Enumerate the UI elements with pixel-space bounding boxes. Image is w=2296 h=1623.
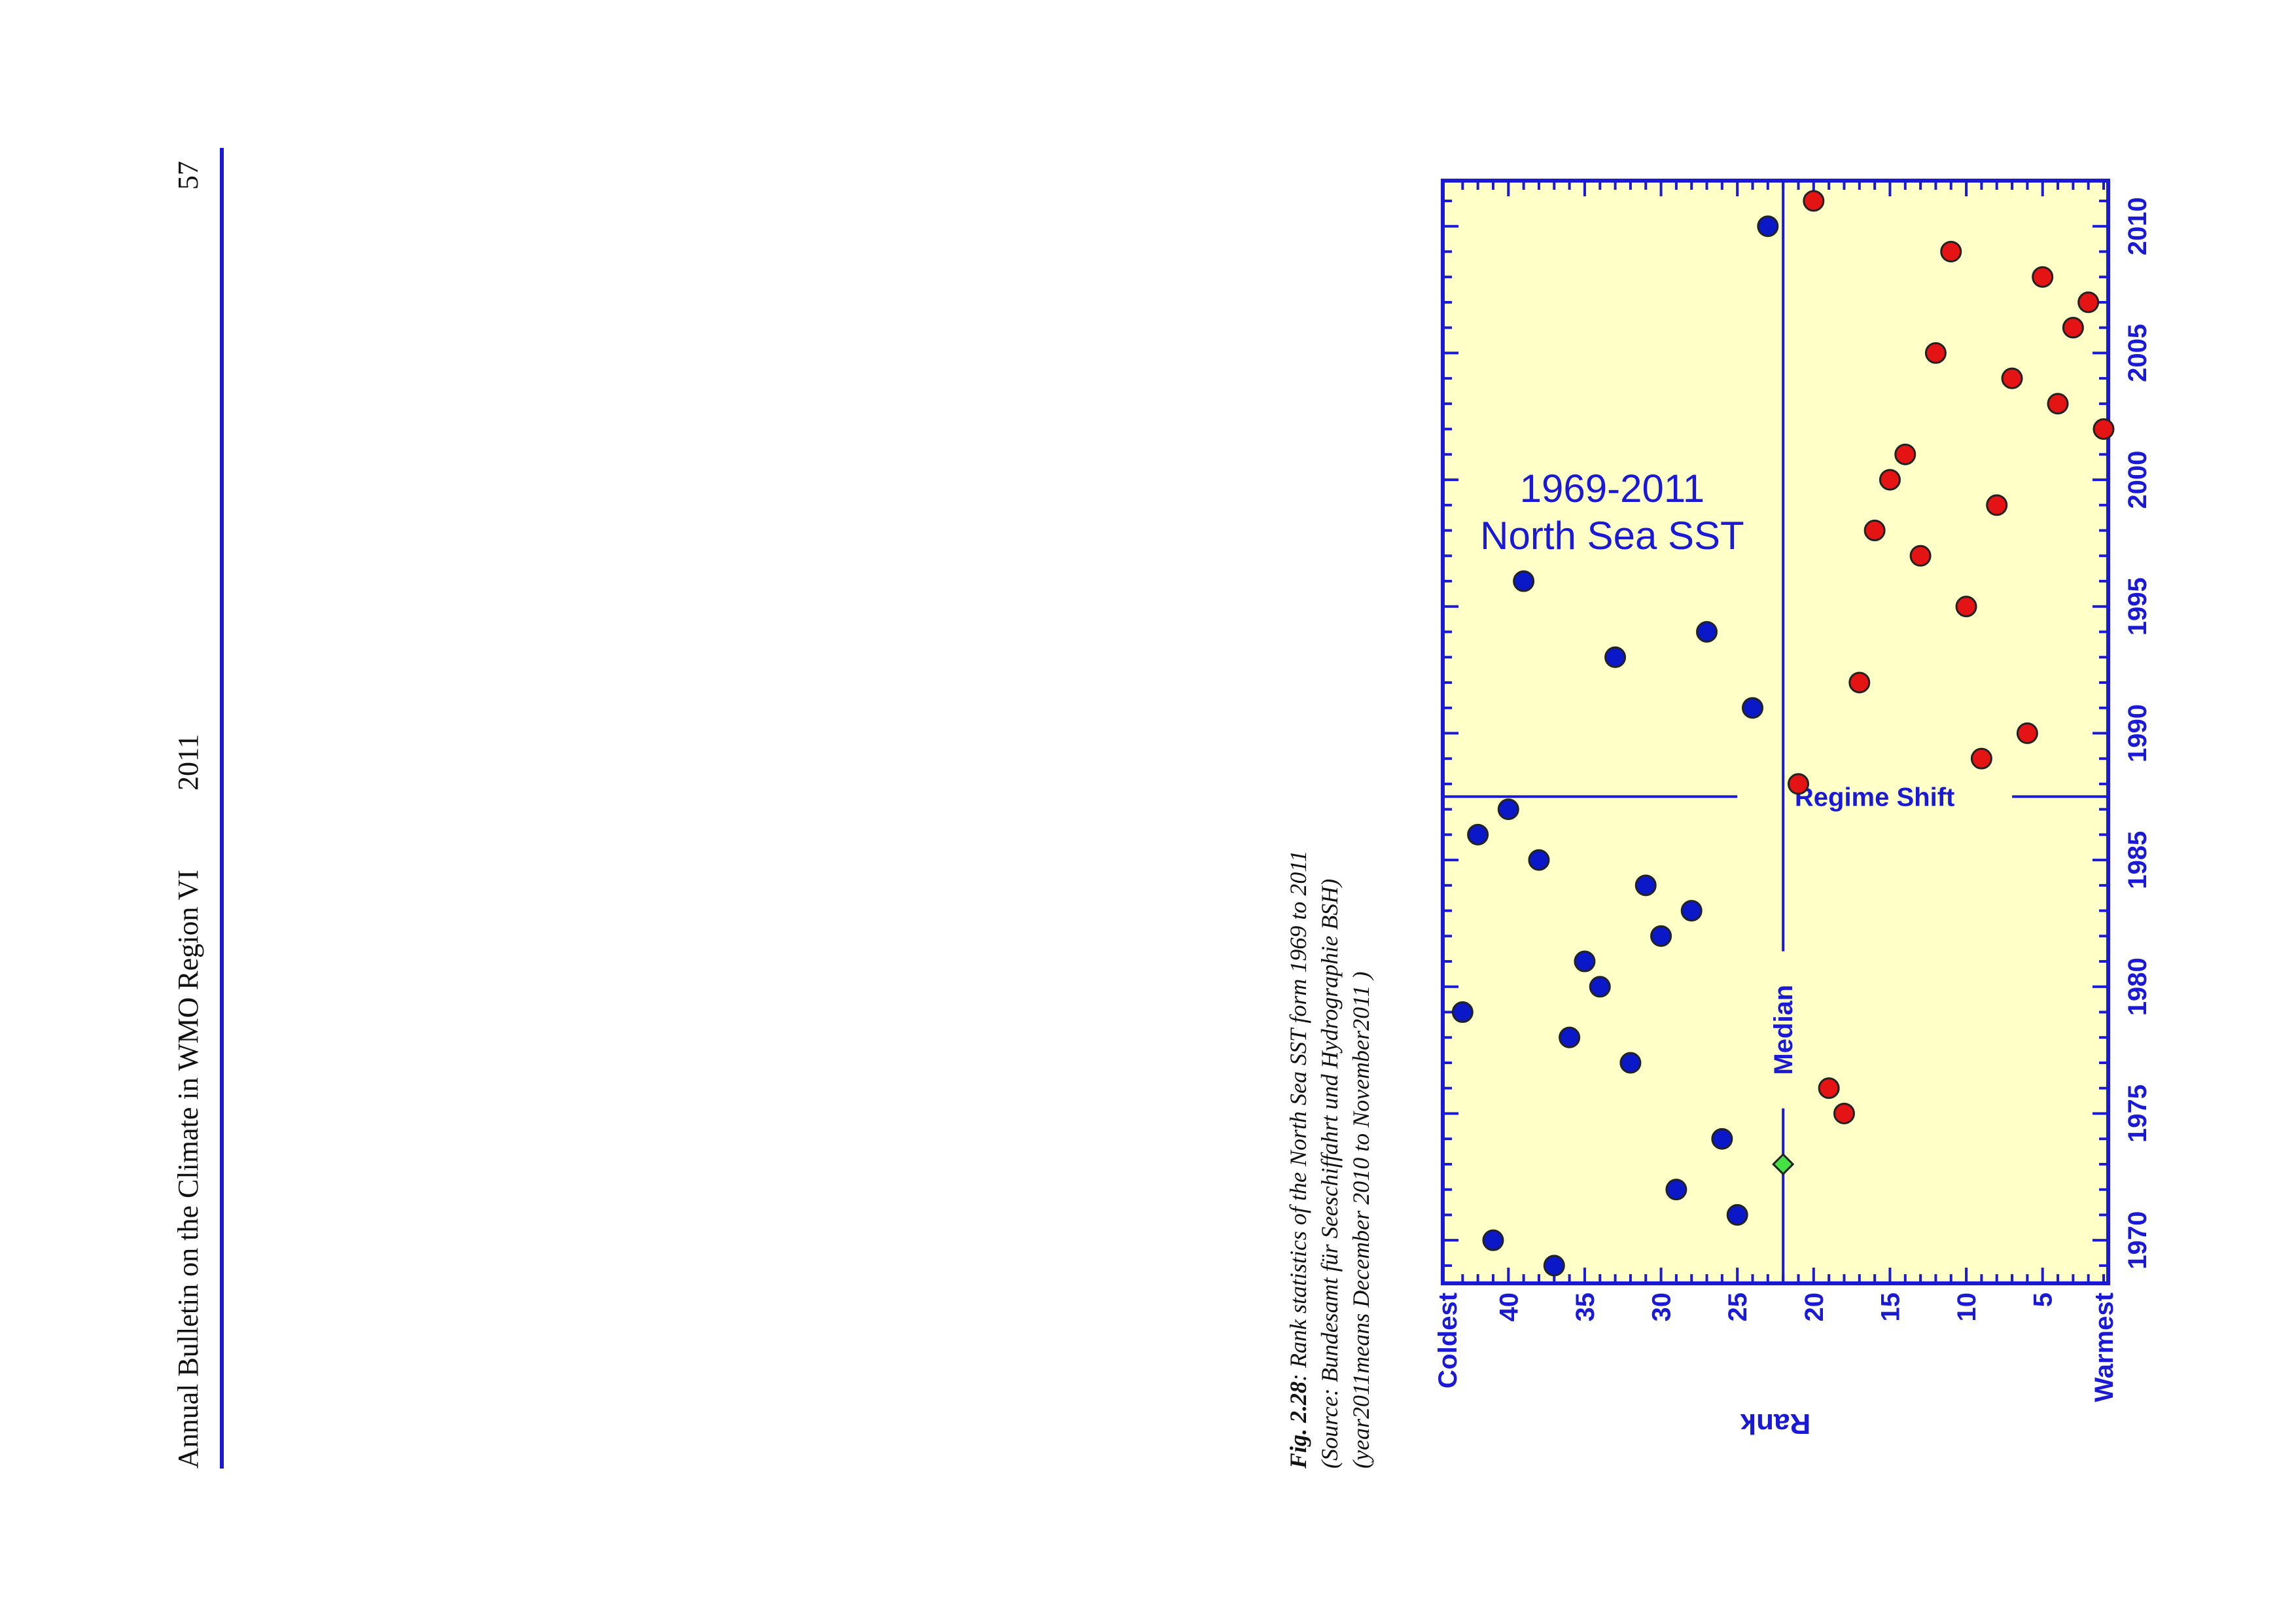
warm-year-point (2093, 418, 2115, 440)
cold-year-point (1497, 798, 1519, 821)
cold-year-point (1650, 925, 1672, 947)
x-tick-label: 1980 (2123, 957, 2152, 1016)
chart-title-line: 1969-2011 (1520, 467, 1704, 510)
cold-year-point (1528, 849, 1550, 871)
y-tick-label-coldest: Coldest (1434, 1293, 1462, 1389)
cold-year-point (1757, 215, 1779, 238)
x-tick-label: 2000 (2123, 451, 2152, 509)
caption-note: (year2011means December 2010 to November… (1348, 971, 1374, 1469)
cold-year-point (1742, 697, 1764, 719)
cold-year-point (1680, 900, 1703, 922)
cold-year-point (1604, 646, 1627, 668)
cold-year-point (1711, 1128, 1733, 1150)
x-tick-label: 1985 (2123, 831, 2152, 889)
warm-year-point (2077, 291, 2100, 313)
warm-year-point (1940, 240, 1962, 262)
y-tick-label: 40 (1494, 1293, 1523, 1322)
cold-year-point (1665, 1179, 1687, 1201)
warm-year-point (1863, 520, 1886, 542)
warm-year-point (1818, 1077, 1840, 1099)
cold-year-point (1619, 1052, 1642, 1074)
y-tick-label: 30 (1648, 1293, 1676, 1322)
x-tick-label: 2005 (2123, 324, 2152, 382)
chart-title-line: North Sea SST (1480, 514, 1744, 558)
caption-text: : Rank statistics of the North Sea SST f… (1285, 850, 1311, 1382)
regime-shift-label: Regime Shift (1795, 783, 1954, 812)
warm-year-point (1833, 1102, 1855, 1124)
plot-area (1441, 179, 2110, 1285)
x-tick-label: 1990 (2123, 704, 2152, 762)
y-tick-label: 20 (1800, 1293, 1829, 1322)
cold-year-point (1589, 976, 1611, 998)
warm-year-point (1955, 596, 1977, 618)
median-label: Median (1769, 985, 1798, 1075)
cold-year-point (1451, 1001, 1474, 1024)
median-year-point (1772, 1152, 1795, 1176)
warm-year-point (1909, 544, 1932, 567)
y-tick-label: 10 (1952, 1293, 1981, 1322)
warm-year-point (1924, 342, 1947, 364)
y-tick-label: 35 (1571, 1293, 1600, 1322)
cold-year-point (1513, 570, 1535, 592)
warm-year-point (1879, 469, 1901, 491)
x-tick-label: 2010 (2123, 197, 2152, 255)
cold-year-point (1482, 1229, 1504, 1251)
warm-year-point (2001, 367, 2023, 389)
y-tick-label: 15 (1876, 1293, 1905, 1322)
caption-label: Fig. 2.28 (1285, 1381, 1311, 1469)
cold-year-point (1574, 950, 1596, 972)
warm-year-point (2016, 722, 2038, 744)
cold-year-point (1559, 1026, 1581, 1048)
cold-year-point (1543, 1255, 1565, 1277)
x-tick-label: 1995 (2123, 577, 2152, 635)
warm-year-point (2047, 393, 2069, 415)
cold-year-point (1467, 823, 1489, 846)
y-tick-label: 5 (2029, 1293, 2058, 1307)
caption-source: (Source: Bundesamt für Seeschiffahrt und… (1316, 878, 1343, 1469)
cold-year-point (1696, 620, 1718, 643)
warm-year-point (1803, 190, 1825, 212)
warm-year-point (1970, 747, 1992, 770)
y-axis-label: Rank (1740, 1408, 1810, 1440)
cold-year-point (1634, 874, 1657, 897)
warm-year-point (1787, 773, 1809, 795)
warm-year-point (1848, 671, 1871, 694)
x-tick-label: 1970 (2123, 1211, 2152, 1270)
cold-year-point (1726, 1204, 1748, 1226)
caption-line-1: Fig. 2.28: Rank statistics of the North … (1282, 291, 1314, 1469)
warm-year-point (1894, 443, 1916, 465)
warm-year-point (1986, 494, 2008, 516)
warm-year-point (2032, 266, 2054, 288)
y-tick-label: 25 (1723, 1293, 1752, 1322)
y-tick-label-warmest: Warmest (2090, 1293, 2119, 1402)
x-tick-label: 1975 (2123, 1084, 2152, 1143)
warm-year-point (2062, 317, 2084, 339)
figure-caption: Fig. 2.28: Rank statistics of the North … (1282, 291, 1377, 1469)
